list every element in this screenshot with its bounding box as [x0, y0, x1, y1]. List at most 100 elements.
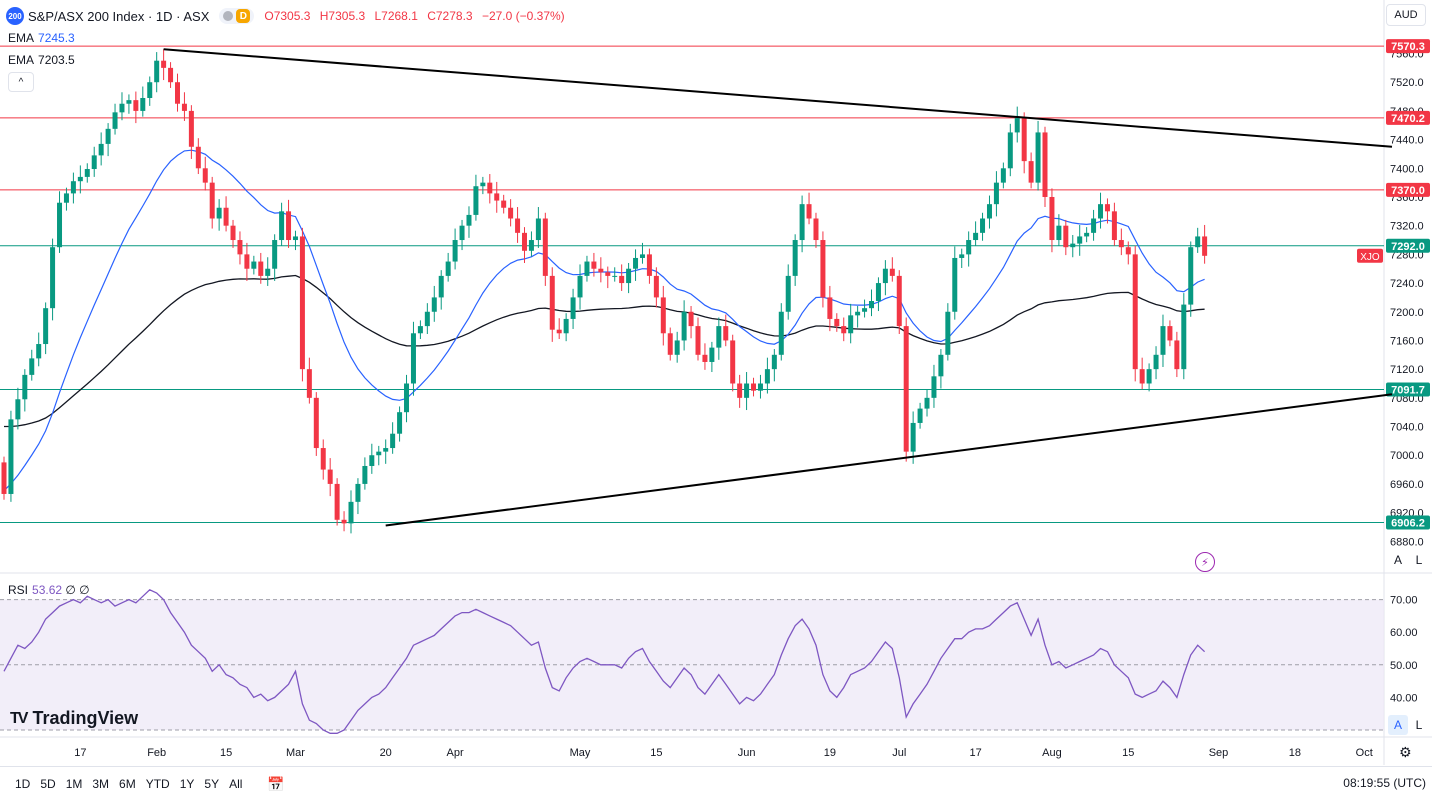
range-1y[interactable]: 1Y [179, 777, 195, 791]
candle [244, 254, 250, 269]
candle [473, 186, 479, 215]
range-5y[interactable]: 5Y [204, 777, 220, 791]
candle [910, 422, 916, 452]
range-1m[interactable]: 1M [65, 777, 83, 791]
candle [119, 103, 125, 113]
candle [369, 455, 375, 466]
candle [251, 261, 257, 269]
rsi-legend[interactable]: RSI 53.62 ∅ ∅ [8, 583, 90, 597]
candle [959, 254, 965, 258]
currency-button[interactable]: AUD [1386, 4, 1426, 26]
candle [501, 200, 507, 208]
ema-slow-line [4, 274, 1205, 428]
candle [480, 182, 486, 187]
candle [674, 340, 680, 355]
candle [126, 100, 132, 104]
candle [1174, 340, 1180, 370]
y-tick-label: 7120.0 [1390, 364, 1424, 376]
ema-legend-fast[interactable]: EMA 7245.3 [8, 31, 75, 45]
candle [528, 240, 534, 251]
range-ytd[interactable]: YTD [145, 777, 170, 791]
candle [348, 501, 354, 524]
candle [917, 408, 923, 423]
collapse-legend-button[interactable]: ^ [8, 72, 34, 92]
candle [896, 275, 902, 327]
range-all[interactable]: All [229, 777, 243, 791]
candle [605, 272, 611, 276]
market-status[interactable]: D [219, 8, 255, 24]
level-tag-6906.2 [1386, 515, 1430, 530]
y-tick-label: 7520.0 [1390, 77, 1424, 89]
candle [1160, 326, 1166, 355]
x-tick-label: Jul [892, 747, 906, 759]
rsi-tick-label: 40.00 [1390, 692, 1418, 704]
candle [306, 369, 312, 398]
candle [1049, 196, 1055, 241]
candle [889, 268, 895, 276]
level-label: 7091.7 [1391, 384, 1425, 396]
rsi-auto-scale-button[interactable]: A [1388, 715, 1408, 735]
x-tick-label: Jun [738, 747, 756, 759]
candle [744, 383, 750, 398]
settings-gear-icon[interactable]: ⚙ [1399, 744, 1412, 760]
candle [91, 155, 97, 170]
candle [1000, 168, 1006, 183]
candle [1139, 369, 1145, 384]
candle [43, 308, 49, 345]
x-tick-label: 19 [824, 747, 836, 759]
range-3m[interactable]: 3M [92, 777, 110, 791]
bottom-toolbar: 1D 5D 1M 3M 6M YTD 1Y 5Y All 📅 08:19:55 … [0, 766, 1432, 801]
chart-header: 200 S&P/ASX 200 Index · 1D · ASX D O7305… [6, 6, 571, 26]
candle [834, 318, 840, 327]
candle [938, 354, 944, 377]
candle [1153, 354, 1159, 370]
symbol-logo[interactable]: 200 [6, 7, 24, 25]
rsi-log-scale-button[interactable]: L [1415, 718, 1423, 732]
candle [813, 218, 819, 241]
rsi-line [3, 589, 1206, 734]
level-tag-7570.3 [1386, 39, 1430, 54]
x-tick-label: May [570, 747, 591, 759]
y-tick-label: 7200.0 [1390, 307, 1424, 319]
candle [688, 311, 694, 327]
log-scale-button[interactable]: L [1415, 553, 1423, 567]
x-tick-label: 17 [74, 747, 86, 759]
candle [133, 100, 139, 111]
candle [841, 326, 847, 334]
flash-icon[interactable]: ⚡ [1195, 552, 1215, 572]
auto-scale-button[interactable]: A [1393, 553, 1402, 567]
ema-legend-slow[interactable]: EMA 7203.5 [8, 53, 75, 67]
level-label: 7570.3 [1391, 41, 1425, 53]
candle [792, 240, 798, 276]
symbol-title[interactable]: S&P/ASX 200 Index · 1D · ASX [28, 8, 210, 24]
candle [383, 448, 389, 452]
candle [660, 297, 666, 334]
range-1d[interactable]: 1D [15, 777, 31, 791]
candle [57, 202, 63, 248]
candle [1077, 236, 1083, 244]
x-tick-label: Feb [147, 747, 166, 759]
y-tick-label: 7000.0 [1390, 450, 1424, 462]
candle [36, 344, 42, 359]
candle [827, 297, 833, 319]
candle [1091, 218, 1097, 233]
candle [286, 211, 292, 241]
change-value: −27.0 (−0.37%) [481, 9, 565, 23]
candle [355, 483, 361, 502]
clock[interactable]: 08:19:55 (UTC) [1343, 776, 1426, 790]
tradingview-logo[interactable]: TV TradingView [10, 708, 138, 729]
candle [84, 169, 90, 177]
delayed-badge: D [236, 9, 251, 23]
x-tick-label: Apr [447, 747, 464, 759]
candle [924, 397, 930, 409]
y-tick-label: 7320.0 [1390, 221, 1424, 233]
range-5d[interactable]: 5D [40, 777, 56, 791]
range-6m[interactable]: 6M [119, 777, 136, 791]
x-tick-label: 15 [220, 747, 232, 759]
candle [341, 519, 347, 524]
calendar-icon[interactable]: 📅 [267, 775, 285, 792]
candle [77, 176, 83, 182]
candle [993, 182, 999, 205]
level-tag-7370.0 [1386, 182, 1430, 197]
